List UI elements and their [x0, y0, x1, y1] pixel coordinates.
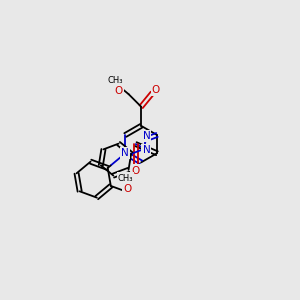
Text: O: O — [123, 184, 131, 194]
Text: N: N — [142, 145, 150, 155]
Text: O: O — [115, 86, 123, 96]
Text: N: N — [122, 148, 129, 158]
Text: CH₃: CH₃ — [118, 173, 133, 182]
Text: CH₃: CH₃ — [107, 76, 122, 85]
Text: O: O — [132, 166, 140, 176]
Text: O: O — [152, 85, 160, 95]
Text: N: N — [142, 131, 150, 141]
